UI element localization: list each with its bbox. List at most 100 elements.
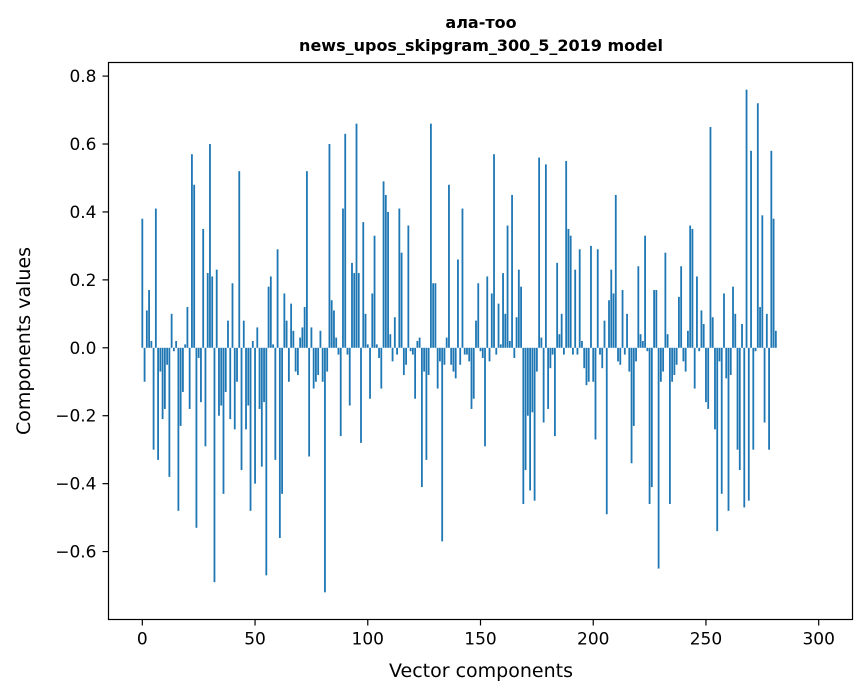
bar-179 (544, 164, 547, 348)
bar-48 (249, 347, 252, 511)
bar-260 (727, 347, 730, 511)
bar-85 (333, 310, 335, 348)
bar-141 (459, 347, 462, 365)
bar-111 (391, 347, 394, 362)
bar-142 (461, 208, 464, 348)
bar-126 (425, 347, 428, 460)
x-tick-label: 200 (577, 630, 609, 650)
bar-224 (646, 347, 649, 352)
bar-42 (236, 347, 238, 382)
bar-37 (224, 347, 227, 392)
bar-17 (179, 347, 182, 426)
bar-168 (520, 286, 522, 348)
bar-265 (738, 347, 741, 471)
bar-170 (524, 347, 527, 471)
bar-113 (396, 347, 398, 355)
bar-281 (774, 330, 777, 348)
bar-201 (594, 347, 597, 440)
bar-71 (301, 327, 304, 348)
bar-0 (141, 218, 144, 348)
bar-270 (750, 150, 752, 348)
bar-280 (772, 218, 775, 348)
bar-93 (351, 262, 353, 348)
bar-128 (429, 123, 432, 348)
bar-102 (371, 293, 374, 348)
y-tick-label: 0.8 (69, 67, 96, 87)
bar-148 (475, 320, 477, 348)
bar-8 (159, 347, 162, 372)
bar-251 (707, 347, 710, 409)
bar-246 (696, 276, 698, 348)
bar-138 (452, 347, 455, 372)
bar-213 (621, 290, 624, 348)
bar-152 (484, 347, 486, 447)
bar-275 (761, 215, 764, 348)
bar-29 (206, 273, 209, 348)
bar-189 (567, 228, 570, 348)
bar-4 (150, 341, 153, 348)
bar-230 (659, 347, 662, 382)
bar-127 (427, 347, 430, 375)
bar-250 (705, 347, 707, 403)
bar-76 (312, 347, 315, 389)
bar-47 (247, 347, 250, 406)
bar-64 (285, 320, 288, 348)
bar-256 (718, 347, 721, 362)
bar-188 (565, 160, 568, 348)
bar-235 (671, 347, 674, 382)
bar-75 (310, 327, 313, 348)
bar-95 (355, 123, 358, 348)
x-tick-label: 300 (802, 630, 834, 650)
bar-257 (720, 347, 723, 494)
bar-232 (664, 252, 667, 348)
bar-151 (481, 347, 484, 358)
bar-134 (443, 347, 446, 365)
bar-27 (202, 228, 205, 348)
bar-259 (725, 347, 728, 379)
bar-44 (240, 347, 243, 471)
bar-225 (648, 347, 651, 505)
bar-58 (272, 344, 274, 348)
bar-258 (723, 293, 725, 348)
bar-53 (260, 347, 263, 467)
bar-269 (747, 347, 750, 501)
bar-103 (373, 235, 376, 348)
bar-35 (220, 347, 223, 406)
bar-5 (152, 347, 155, 450)
bar-81 (324, 347, 326, 593)
bar-276 (763, 347, 766, 423)
bar-209 (612, 293, 615, 348)
bar-161 (504, 313, 507, 348)
bar-107 (382, 181, 385, 348)
bar-62 (281, 347, 284, 494)
bar-15 (175, 341, 178, 348)
bar-268 (745, 89, 748, 348)
bar-120 (411, 347, 414, 355)
bar-63 (283, 293, 286, 348)
y-tick-label: −0.6 (55, 543, 96, 563)
bar-164 (511, 194, 513, 348)
bar-74 (308, 347, 311, 457)
bar-191 (572, 347, 574, 355)
bar-43 (238, 171, 241, 348)
bar-144 (466, 347, 468, 355)
bar-178 (542, 347, 545, 423)
bar-109 (387, 211, 389, 348)
bar-253 (711, 317, 714, 348)
bar-147 (472, 347, 475, 399)
bar-72 (303, 307, 306, 348)
bar-242 (687, 330, 689, 348)
bar-90 (344, 133, 347, 348)
bar-40 (231, 283, 234, 348)
bar-172 (529, 347, 532, 491)
bar-163 (508, 341, 511, 348)
bar-23 (193, 184, 196, 348)
bar-203 (599, 347, 601, 355)
bar-122 (416, 341, 419, 348)
bar-237 (675, 347, 678, 365)
bar-6 (154, 208, 157, 348)
bar-61 (278, 347, 281, 538)
bar-263 (734, 313, 737, 348)
bar-166 (515, 317, 518, 348)
y-tick-label: 0.4 (69, 203, 96, 223)
